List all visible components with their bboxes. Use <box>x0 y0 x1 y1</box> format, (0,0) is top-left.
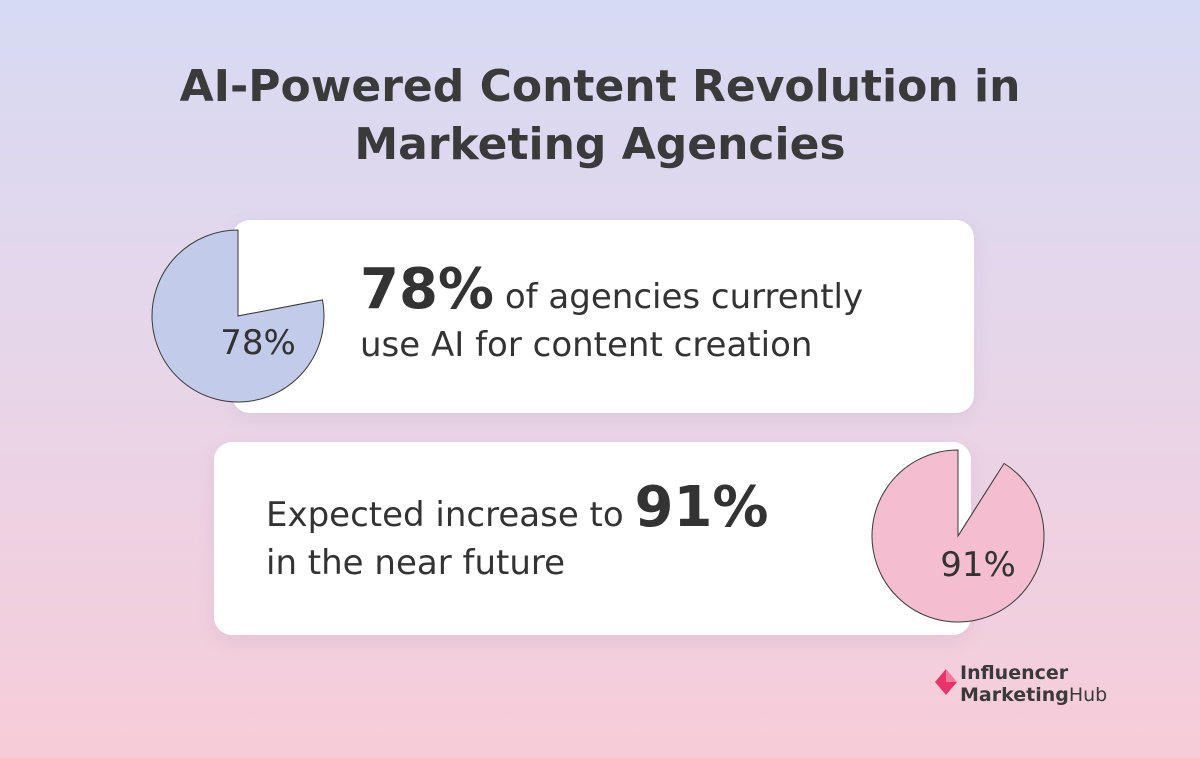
title-line-2: Marketing Agencies <box>354 119 846 170</box>
stat-current-value: 78% <box>360 257 495 322</box>
page-title: AI-Powered Content Revolution in Marketi… <box>0 58 1200 174</box>
pie-current-value-slice <box>151 229 325 403</box>
stat-current-line-1: of agencies currently <box>494 277 864 317</box>
stat-card-future: Expected increase to 91% in the near fut… <box>214 442 971 635</box>
stat-future-value: 91% <box>634 475 769 540</box>
brand-logo: Influencer MarketingHub <box>934 662 1154 712</box>
stat-future-line-2: in the near future <box>266 543 566 583</box>
logo-diamond-highlight <box>946 669 957 682</box>
pie-current-label: 78% <box>220 323 296 363</box>
logo-diamond-shape <box>935 669 957 695</box>
brand-line-2-b: Hub <box>1068 684 1108 706</box>
brand-line-1: Influencer <box>960 662 1069 684</box>
diamond-logo-icon <box>935 669 957 695</box>
title-line-1: AI-Powered Content Revolution in <box>179 61 1021 112</box>
pie-chart-current: 78% <box>151 229 325 403</box>
stat-current-line-2: use AI for content creation <box>360 325 813 365</box>
brand-wordmark: Influencer MarketingHub <box>960 662 1107 706</box>
pie-future-value-slice <box>871 449 1045 623</box>
pie-chart-future: 91% <box>871 449 1045 623</box>
pie-future-label: 91% <box>940 545 1016 585</box>
stat-future-text: Expected increase to 91% in the near fut… <box>266 480 769 587</box>
brand-line-2: MarketingHub <box>960 684 1107 706</box>
stat-future-line-1: Expected increase to <box>266 495 635 535</box>
stat-current-text: 78% of agencies currently use AI for con… <box>360 262 864 369</box>
brand-line-2-a: Marketing <box>960 684 1069 706</box>
stat-card-current: 78% of agencies currently use AI for con… <box>232 220 974 413</box>
